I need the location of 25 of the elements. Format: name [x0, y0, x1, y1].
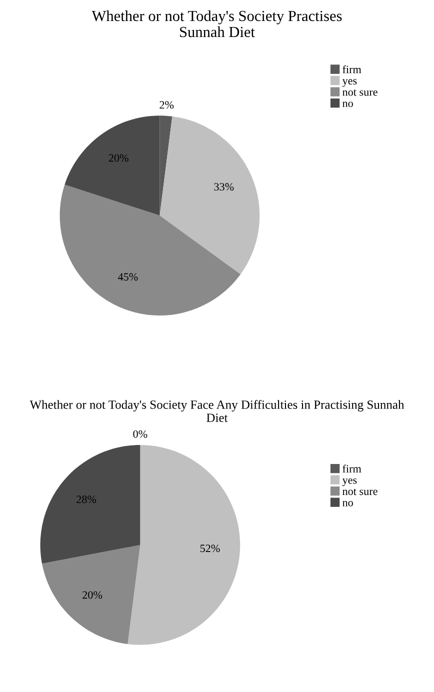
- data-label: 20%: [108, 154, 128, 162]
- pie-slice: [128, 445, 240, 645]
- chart-title: Whether or not Today's Society Face Any Difficulties in Practising Sunnah Diet: [30, 400, 404, 422]
- pie-slice: [64, 116, 160, 216]
- chart-title: Whether or not Today's Society Practises Sunnah Diet: [92, 10, 342, 38]
- legend-label: not sure: [342, 488, 378, 496]
- data-label: 28%: [76, 496, 96, 504]
- data-label: 20%: [82, 591, 102, 599]
- pie-slice: [42, 544, 140, 644]
- legend-label: no: [342, 500, 353, 506]
- pie-slice: [40, 445, 140, 564]
- pie-slice: [160, 116, 172, 216]
- text: 0%: [133, 430, 148, 438]
- legend-label: firm: [342, 65, 362, 74]
- data-label: 52%: [200, 544, 220, 552]
- data-label: 2%: [160, 101, 174, 109]
- data-label: 33%: [214, 183, 234, 191]
- legend-label: firm: [342, 464, 362, 472]
- pie-slice: [60, 184, 241, 316]
- legend-label: no: [342, 102, 353, 108]
- data-label: 45%: [118, 273, 138, 281]
- legend-label: yes: [342, 478, 357, 486]
- legend-label: not sure: [342, 89, 378, 96]
- pie-slice: [160, 116, 260, 274]
- legend-label: yes: [342, 79, 357, 87]
